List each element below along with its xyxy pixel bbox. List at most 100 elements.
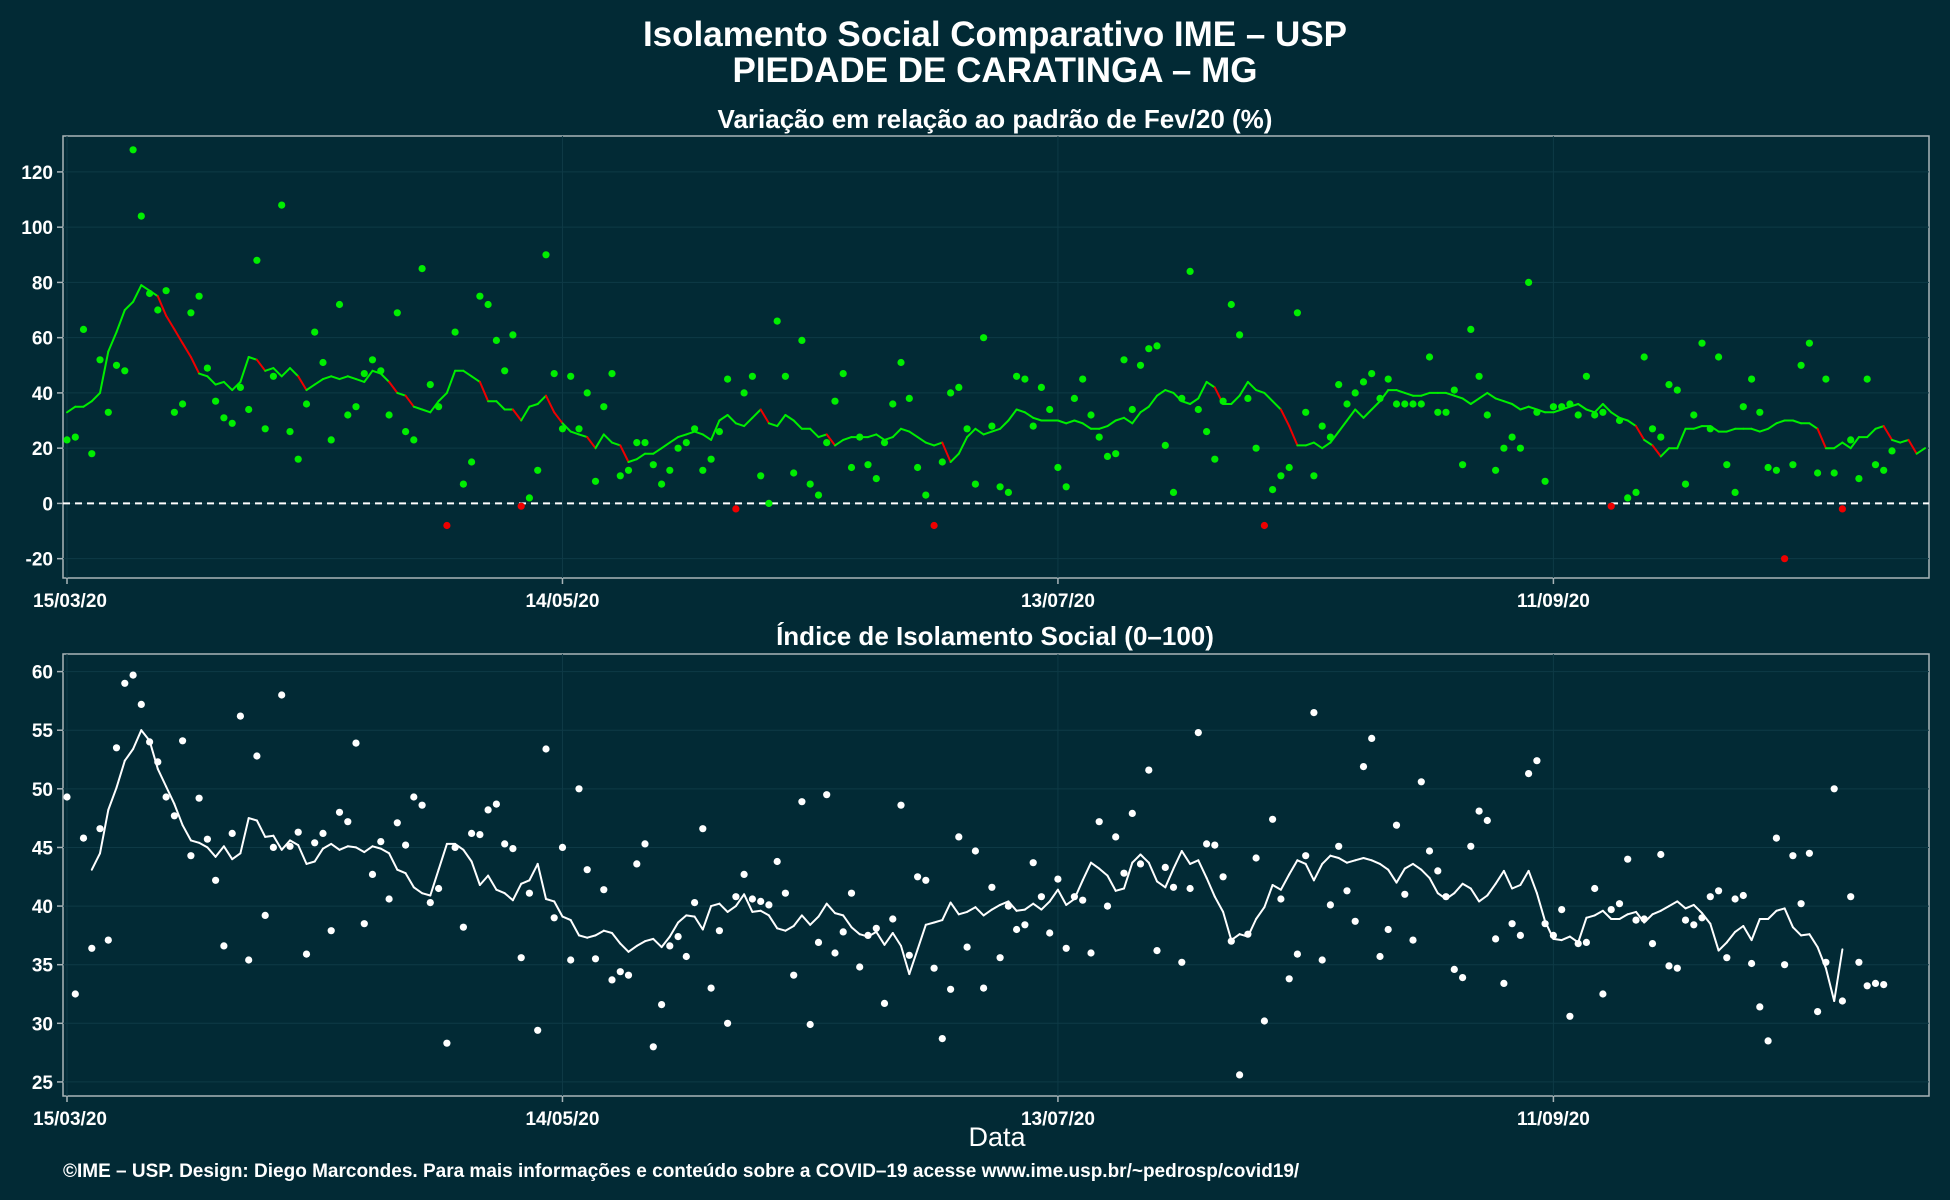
moving-average-segment	[999, 419, 1010, 430]
y-tick-label: 60	[32, 329, 53, 350]
moving-average-segment	[850, 926, 861, 936]
moving-average-segment	[1387, 868, 1398, 884]
moving-average-segment	[1453, 882, 1464, 895]
moving-average-segment	[1725, 930, 1737, 944]
data-point	[699, 825, 707, 833]
data-point	[748, 372, 757, 380]
data-point	[1492, 935, 1500, 943]
data-point	[112, 361, 121, 369]
data-point	[1128, 809, 1136, 818]
data-point	[451, 843, 459, 852]
moving-average-segment	[966, 906, 977, 913]
y-tick-label: 35	[32, 956, 54, 977]
moving-average-segment	[495, 400, 506, 411]
moving-average-segment	[1833, 441, 1844, 450]
moving-average-segment	[1478, 391, 1489, 400]
moving-average-segment	[701, 905, 713, 931]
moving-average-segment	[206, 846, 217, 858]
data-point	[228, 419, 236, 427]
data-point	[1822, 375, 1830, 383]
data-point	[137, 212, 145, 220]
data-point	[1690, 921, 1698, 929]
moving-average-segment	[1114, 887, 1125, 892]
data-point	[947, 985, 955, 993]
data-point	[839, 370, 847, 378]
data-point	[426, 381, 434, 389]
data-point	[1260, 1017, 1268, 1025]
data-point	[674, 444, 682, 452]
data-point	[1756, 408, 1764, 416]
data-point	[1401, 890, 1409, 898]
data-point	[1153, 947, 1161, 955]
moving-average-segment	[784, 925, 795, 932]
moving-average-segment	[511, 882, 523, 902]
moving-average-segment	[751, 408, 762, 419]
moving-average-segment	[305, 383, 316, 392]
moving-average-segment	[66, 405, 77, 414]
data-point	[550, 370, 558, 378]
moving-average-segment	[1849, 436, 1860, 450]
moving-average-segment	[553, 411, 564, 425]
moving-average-segment	[1874, 425, 1885, 430]
moving-average-segment	[842, 914, 853, 929]
moving-average-segment	[1189, 397, 1200, 405]
data-point	[286, 428, 294, 436]
data-point	[1219, 873, 1227, 881]
y-tick-label: 60	[32, 663, 53, 684]
moving-average-segment	[660, 935, 671, 949]
moving-average-segment	[247, 356, 258, 361]
data-point	[79, 325, 88, 333]
moving-average-segment	[181, 824, 192, 842]
moving-average-segment	[743, 416, 754, 428]
moving-average-segment	[1725, 427, 1737, 433]
moving-average-segment	[379, 372, 391, 383]
y-tick-label: 80	[32, 273, 53, 294]
moving-average-segment	[809, 427, 820, 439]
data-point	[781, 372, 790, 380]
data-point	[1731, 488, 1739, 496]
moving-average-segment	[536, 862, 547, 900]
data-point	[1533, 757, 1541, 765]
data-point	[814, 491, 823, 499]
data-point	[443, 521, 451, 530]
data-point	[905, 951, 913, 959]
data-point	[1260, 521, 1268, 530]
data-point	[1781, 961, 1789, 969]
moving-average-segment	[792, 914, 803, 927]
data-point	[162, 287, 170, 295]
data-point	[261, 911, 269, 920]
data-point	[1830, 785, 1838, 793]
data-point	[302, 950, 311, 958]
data-point	[1657, 850, 1665, 859]
moving-average-segment	[1032, 902, 1043, 911]
data-point	[641, 840, 649, 848]
data-point	[1236, 331, 1244, 339]
data-point	[1103, 452, 1112, 460]
data-point	[1508, 920, 1516, 928]
data-point	[418, 265, 426, 273]
y-tick-label: 25	[32, 1073, 54, 1094]
data-point	[88, 944, 96, 952]
data-point	[773, 857, 781, 866]
data-point	[1475, 372, 1483, 380]
data-point	[542, 251, 550, 259]
moving-average-segment	[924, 441, 936, 447]
moving-average-segment	[578, 934, 589, 939]
data-point	[1681, 916, 1690, 924]
moving-average-segment	[1659, 905, 1670, 912]
moving-average-segment	[1899, 438, 1910, 444]
moving-average-segment	[1750, 918, 1761, 942]
moving-average-segment	[1791, 926, 1803, 937]
moving-average-segment	[520, 405, 531, 422]
data-point	[864, 461, 872, 469]
moving-average-segment	[1081, 422, 1092, 430]
data-point	[335, 300, 344, 309]
moving-average-segment	[1346, 859, 1357, 864]
moving-average-segment	[635, 452, 646, 461]
moving-average-segment	[330, 842, 341, 851]
moving-average-segment	[751, 909, 762, 913]
data-point	[170, 812, 178, 820]
moving-average-segment	[1758, 427, 1770, 433]
data-point	[1450, 965, 1458, 974]
